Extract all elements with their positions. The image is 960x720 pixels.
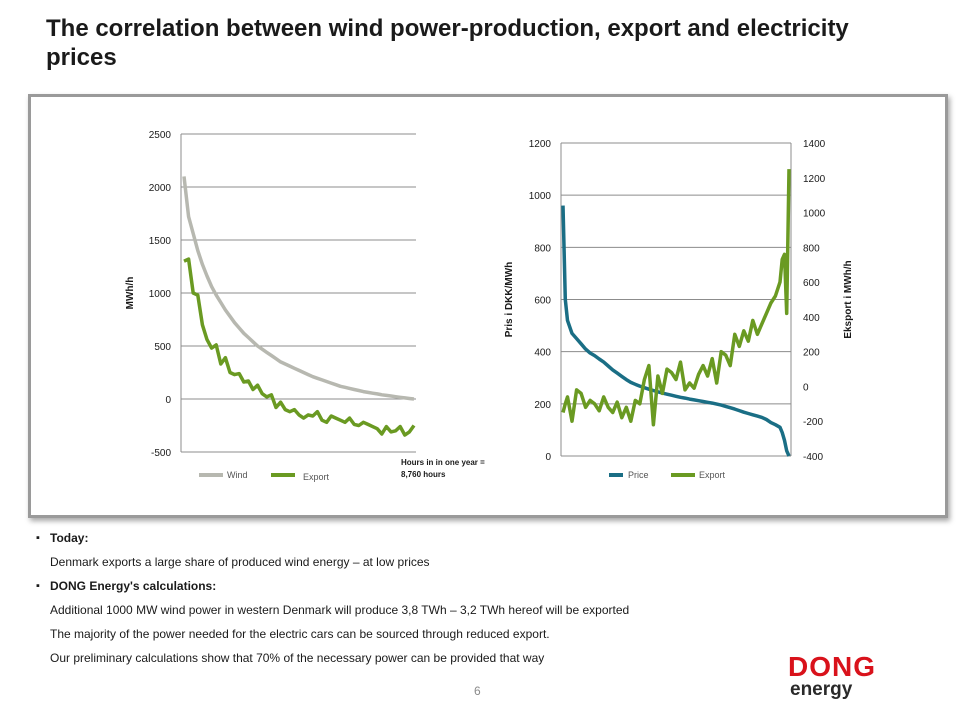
y-tick-label: 500 — [154, 342, 171, 353]
bullet-text: Denmark exports a large share of produce… — [50, 555, 430, 569]
page-title: The correlation between wind power-produ… — [46, 15, 849, 71]
y-tick-label: 2500 — [149, 130, 172, 141]
y-tick-label-right: 800 — [803, 243, 820, 254]
logo-energy-text: energy — [790, 679, 853, 700]
y-tick-label: 0 — [165, 395, 171, 406]
legend-label-export: Export — [303, 472, 330, 482]
y-tick-label-right: 1200 — [803, 174, 826, 185]
y-axis-label-left: Pris i DKK/MWh — [504, 262, 515, 338]
series-line-export — [561, 169, 791, 427]
y-tick-label-right: -200 — [803, 417, 823, 428]
y-tick-label: -500 — [151, 448, 171, 459]
legend-label-price: Price — [628, 470, 649, 480]
bullet-text: Additional 1000 MW wind power in western… — [50, 603, 630, 617]
y-tick-label: 2000 — [149, 183, 172, 194]
y-tick-label-right: 400 — [803, 313, 820, 324]
y-tick-label-right: 200 — [803, 348, 820, 359]
y-axis-label-right: Eksport i MWh/h — [843, 260, 854, 338]
y-tick-label-left: 400 — [534, 348, 551, 359]
bullet-text: The majority of the power needed for the… — [50, 627, 550, 641]
bullet-text: Our preliminary calculations show that 7… — [50, 651, 545, 665]
annotation-hours: 8,760 hours — [401, 470, 446, 479]
y-tick-label-left: 800 — [534, 243, 551, 254]
y-tick-label: 1500 — [149, 236, 172, 247]
y-tick-label-left: 1000 — [529, 191, 552, 202]
series-line-export — [183, 257, 416, 437]
logo-dong-text: DONG — [788, 651, 876, 682]
legend-label-wind: Wind — [227, 470, 248, 480]
y-tick-label-right: 0 — [803, 382, 809, 393]
y-tick-label-left: 200 — [534, 400, 551, 411]
y-tick-label-left: 1200 — [529, 139, 552, 150]
bullet-heading-dong-calculations: DONG Energy's calculations: — [36, 578, 796, 602]
y-tick-label-left: 600 — [534, 296, 551, 307]
series-line-price — [561, 205, 791, 457]
y-tick-label-right: -400 — [803, 452, 823, 463]
y-tick-label-right: 1000 — [803, 209, 826, 220]
y-tick-label-right: 600 — [803, 278, 820, 289]
chart-frame: 2500 2000 1500 1000 500 0 -500 MWh/h Wind Export H… — [28, 94, 948, 518]
bullet-heading-today: Today: — [36, 530, 796, 554]
annotation-hours: Hours in in one year = — [401, 458, 485, 467]
slide-edge — [0, 0, 12, 62]
y-tick-label-right: 1400 — [803, 139, 826, 150]
dong-energy-logo: DONG energy — [788, 651, 876, 700]
y-tick-label: 1000 — [149, 289, 172, 300]
bullet-list: Today: Denmark exports a large share of … — [36, 530, 796, 674]
page-number: 6 — [474, 684, 481, 698]
y-axis-label: MWh/h — [125, 277, 136, 310]
series-line-wind — [182, 176, 415, 401]
legend-label-export: Export — [699, 470, 726, 480]
y-tick-label-left: 0 — [545, 452, 551, 463]
